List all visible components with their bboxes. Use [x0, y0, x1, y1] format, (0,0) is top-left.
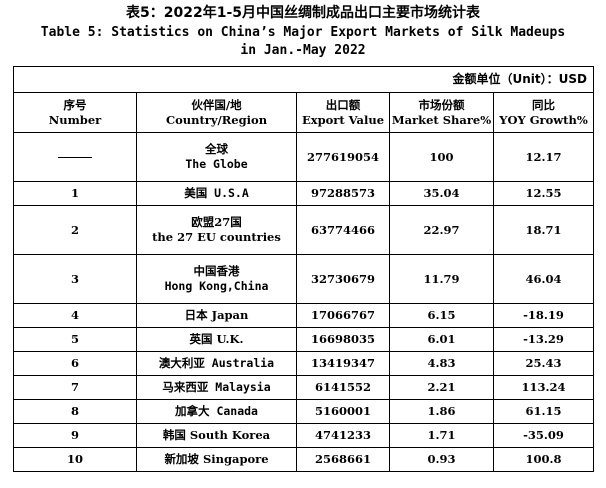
table-title-en-line2: in Jan.-May 2022	[240, 43, 366, 58]
yoy-growth-cell: -13.29	[492, 327, 595, 352]
region-cell: 马来西亚 Malaysia	[136, 375, 297, 400]
yoy-growth-cell: 12.17	[492, 132, 595, 182]
export-value-cell: 6141552	[296, 375, 390, 400]
market-share-cell: 2.21	[389, 375, 494, 400]
region-cell: 中国香港 Hong Kong,China	[136, 254, 297, 304]
header-label-cn: 出口额	[325, 97, 361, 112]
yoy-growth-cell: 12.55	[492, 181, 595, 206]
header-region: 伙伴国/地 Country/Region	[136, 92, 297, 133]
market-share-cell: 11.79	[389, 254, 494, 304]
header-label-cn: 序号	[63, 97, 87, 112]
region-name-cn: 欧盟27国	[191, 215, 242, 229]
table-row: 3 中国香港 Hong Kong,China 32730679 11.79 46.…	[13, 254, 595, 304]
header-label-cn: 伙伴国/地	[191, 97, 242, 112]
table-row: 2 欧盟27国 the 27 EU countries 63774466 22.9…	[13, 205, 595, 255]
row-number: 7	[13, 375, 137, 400]
header-market-share: 市场份额 Market Share%	[389, 92, 494, 133]
yoy-growth-cell: -35.09	[492, 423, 595, 448]
yoy-growth-cell: 100.8	[492, 447, 595, 472]
table-row: 6 澳大利亚 Australia 13419347 4.83 25.43	[13, 351, 595, 376]
yoy-growth-cell: 113.24	[492, 375, 595, 400]
market-share-cell: 22.97	[389, 205, 494, 255]
row-number: 4	[13, 303, 137, 328]
export-markets-table: 金额单位（Unit）：USD 序号 Number 伙伴国/地 Country/Reg…	[12, 66, 595, 472]
row-number: 8	[13, 399, 137, 424]
region-name-cn: 中国香港	[193, 264, 240, 278]
yoy-growth-cell: 25.43	[492, 351, 595, 376]
region-cell: 日本 Japan	[136, 303, 297, 328]
export-value-cell: 17066767	[296, 303, 390, 328]
yoy-growth-cell: -18.19	[492, 303, 595, 328]
table-row: 9 韩国 South Korea 4741233 1.71 -35.09	[13, 423, 595, 448]
region-cell: 英国 U.K.	[136, 327, 297, 352]
export-value-cell: 4741233	[296, 423, 390, 448]
unit-row: 金额单位（Unit）：USD	[12, 66, 595, 93]
table-row: 5 英国 U.K. 16698035 6.01 -13.29	[13, 327, 595, 352]
export-value-cell: 5160001	[296, 399, 390, 424]
market-share-cell: 6.15	[389, 303, 494, 328]
yoy-growth-cell: 61.15	[492, 399, 595, 424]
market-share-cell: 1.71	[389, 423, 494, 448]
header-label-en: Market Share%	[391, 112, 492, 127]
region-name-en: the 27 EU countries	[152, 230, 281, 244]
header-label-en: Number	[48, 112, 102, 127]
header-label-en: Export Value	[301, 112, 385, 127]
row-number: 1	[13, 181, 137, 206]
region-name-en: The Globe	[185, 157, 248, 171]
market-share-cell: 6.01	[389, 327, 494, 352]
export-value-cell: 13419347	[296, 351, 390, 376]
table-row: 1 美国 U.S.A 97288573 35.04 12.55	[13, 181, 595, 206]
region-cell: 韩国 South Korea	[136, 423, 297, 448]
market-share-cell: 1.86	[389, 399, 494, 424]
row-number-dash	[13, 132, 137, 182]
row-number: 6	[13, 351, 137, 376]
export-value-cell: 277619054	[296, 132, 390, 182]
table-row: 10 新加坡 Singapore 2568661 0.93 100.8	[13, 447, 595, 472]
row-number: 2	[13, 205, 137, 255]
table-row: 8 加拿大 Canada 5160001 1.86 61.15	[13, 399, 595, 424]
yoy-growth-cell: 46.04	[492, 254, 595, 304]
header-label-en: YOY Growth%	[499, 112, 588, 127]
region-cell: 澳大利亚 Australia	[136, 351, 297, 376]
header-export-value: 出口额 Export Value	[296, 92, 390, 133]
table-title-cn: 表5：2022年1-5月中国丝绸制成品出口主要市场统计表	[126, 5, 480, 21]
row-number: 3	[13, 254, 137, 304]
unit-label: 金额单位（Unit）：USD	[12, 66, 595, 93]
table-row: 4 日本 Japan 17066767 6.15 -18.19	[13, 303, 595, 328]
market-share-cell: 100	[389, 132, 494, 182]
row-number: 9	[13, 423, 137, 448]
export-value-cell: 32730679	[296, 254, 390, 304]
header-label-cn: 市场份额	[418, 97, 465, 112]
header-row: 序号 Number 伙伴国/地 Country/Region 出口额 Export V…	[13, 92, 595, 133]
header-yoy-growth: 同比 YOY Growth%	[492, 92, 595, 133]
region-cell: 美国 U.S.A	[136, 181, 297, 206]
export-value-cell: 63774466	[296, 205, 390, 255]
header-label-cn: 同比	[532, 97, 555, 112]
row-number: 5	[13, 327, 137, 352]
market-share-cell: 4.83	[389, 351, 494, 376]
export-value-cell: 16698035	[296, 327, 390, 352]
header-number: 序号 Number	[13, 92, 137, 133]
region-cell: 全球 The Globe	[136, 132, 297, 182]
dash-mark	[58, 157, 92, 158]
region-cell: 新加坡 Singapore	[136, 447, 297, 472]
region-cell: 欧盟27国 the 27 EU countries	[136, 205, 297, 255]
export-value-cell: 97288573	[296, 181, 390, 206]
row-number: 10	[13, 447, 137, 472]
market-share-cell: 35.04	[389, 181, 494, 206]
market-share-cell: 0.93	[389, 447, 494, 472]
region-name-en: Hong Kong,China	[164, 279, 269, 293]
table-title-en: Table 5: Statistics on China’s Major Exp…	[40, 25, 566, 40]
table-row: 7 马来西亚 Malaysia 6141552 2.21 113.24	[13, 375, 595, 400]
table-row: 全球 The Globe 277619054 100 12.17	[13, 132, 595, 182]
region-cell: 加拿大 Canada	[136, 399, 297, 424]
yoy-growth-cell: 18.71	[492, 205, 595, 255]
export-value-cell: 2568661	[296, 447, 390, 472]
header-label-en: Country/Region	[165, 112, 268, 127]
region-name-cn: 全球	[205, 142, 228, 156]
